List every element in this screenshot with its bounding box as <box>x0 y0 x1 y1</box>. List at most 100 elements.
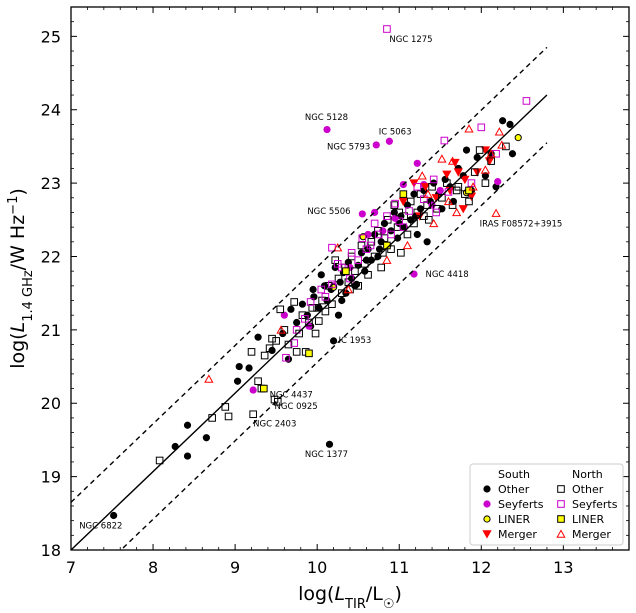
point-north-other <box>276 305 285 314</box>
point-north-other <box>481 179 490 187</box>
point-north-merger <box>333 243 343 252</box>
annotation-ngc-5793: NGC 5793 <box>327 142 370 152</box>
y-axis-title: log(L1.4 GHz/W Hz−1) <box>6 188 36 369</box>
x-tick-label: 10 <box>307 558 327 577</box>
point-south-seyferts <box>280 311 288 319</box>
annotation-ic-5063: IC 5063 <box>379 128 412 138</box>
point-north-other <box>260 351 269 360</box>
point-south-liner <box>514 134 522 142</box>
point-north-liner <box>305 349 313 358</box>
legend-label-north-merger: Merger <box>572 528 611 541</box>
legend-header-north: North <box>572 468 603 481</box>
point-north-seyferts <box>395 217 404 226</box>
point-south-other <box>413 230 421 239</box>
point-south-other <box>390 208 398 217</box>
point-north-other <box>247 348 256 356</box>
legend-box <box>469 463 624 546</box>
x-tick-label: 11 <box>389 558 409 577</box>
point-north-other <box>313 304 321 312</box>
point-north-other <box>377 263 385 272</box>
point-north-merger <box>464 124 474 133</box>
legend-label-north-seyferts: Seyferts <box>572 498 618 511</box>
point-south-other <box>235 362 243 371</box>
point-north-seyferts <box>413 182 422 191</box>
point-north-other <box>254 377 262 386</box>
point-north-other <box>308 304 317 312</box>
point-south-seyferts <box>436 186 444 195</box>
relation-lines-layer <box>71 46 548 550</box>
point-north-seyferts <box>383 212 391 220</box>
point-north-seyferts <box>391 199 399 208</box>
point-south-merger <box>472 168 482 177</box>
point-north-seyferts <box>522 97 531 105</box>
point-south-other <box>473 153 481 162</box>
x-tick-label: 7 <box>66 558 76 577</box>
point-north-merger <box>447 156 458 165</box>
point-north-merger <box>494 127 504 136</box>
point-north-seyferts <box>328 280 336 289</box>
point-north-seyferts <box>387 230 395 239</box>
point-north-liner <box>399 190 408 198</box>
point-north-merger <box>429 218 439 228</box>
point-north-other <box>424 215 433 224</box>
point-south-other <box>183 421 192 429</box>
point-north-other <box>406 197 415 206</box>
point-south-other <box>293 318 301 327</box>
legend-marker-south-seyferts <box>483 500 491 508</box>
annotation-iras-f08572-3915: IRAS F08572+3915 <box>480 219 563 229</box>
point-north-liner <box>260 384 268 393</box>
point-south-other <box>254 333 262 341</box>
point-south-merger <box>453 168 463 177</box>
y-tick-label: 25 <box>41 27 61 46</box>
legend-label-south-liner: LINER <box>498 513 531 526</box>
legend-label-south-seyferts: Seyferts <box>498 498 544 511</box>
x-tick-label: 12 <box>471 558 491 577</box>
point-north-other <box>292 348 301 356</box>
point-north-other <box>249 410 257 419</box>
point-north-seyferts <box>290 339 298 347</box>
annotation-ngc-1275: NGC 1275 <box>389 35 432 45</box>
point-north-other <box>354 282 363 290</box>
point-north-seyferts <box>321 293 330 301</box>
point-south-seyferts <box>385 137 393 145</box>
point-north-merger <box>204 374 214 383</box>
point-south-merger <box>431 194 441 203</box>
annotation-ngc-6822: NGC 6822 <box>79 522 122 532</box>
x-tick-label: 8 <box>148 558 158 577</box>
point-south-other <box>202 434 210 442</box>
point-north-seyferts <box>429 175 438 184</box>
point-north-other <box>379 249 387 257</box>
point-north-liner <box>342 267 350 275</box>
point-south-merger <box>420 183 431 192</box>
point-south-merger <box>480 146 491 155</box>
point-north-seyferts <box>354 256 363 264</box>
x-axis-title: log(LTIR/L☉) <box>298 583 402 612</box>
point-south-other <box>462 146 471 154</box>
series-north-merger <box>204 124 507 383</box>
point-north-seyferts <box>477 123 486 132</box>
point-north-other <box>311 329 320 338</box>
point-north-other <box>290 298 298 306</box>
point-north-seyferts <box>374 230 383 239</box>
point-north-merger <box>468 182 478 191</box>
point-north-seyferts <box>282 353 290 362</box>
point-north-other <box>465 197 473 206</box>
point-south-other <box>334 311 343 319</box>
annotation-ngc-4418: NGC 4418 <box>425 270 468 280</box>
point-north-other <box>268 334 276 343</box>
point-north-seyferts <box>306 298 315 306</box>
point-north-seyferts <box>292 326 301 334</box>
point-north-seyferts <box>405 207 413 215</box>
series-north-other <box>155 142 510 465</box>
point-north-seyferts <box>383 25 391 33</box>
lower-scatter-line <box>119 142 548 550</box>
upper-scatter-line <box>71 46 548 503</box>
point-north-other <box>224 412 233 421</box>
point-north-seyferts <box>432 208 440 217</box>
point-south-other <box>481 172 489 180</box>
legend-marker-north-seyferts <box>557 500 565 508</box>
point-south-other <box>410 190 418 198</box>
point-south-other <box>245 364 253 372</box>
point-north-other <box>403 230 412 239</box>
